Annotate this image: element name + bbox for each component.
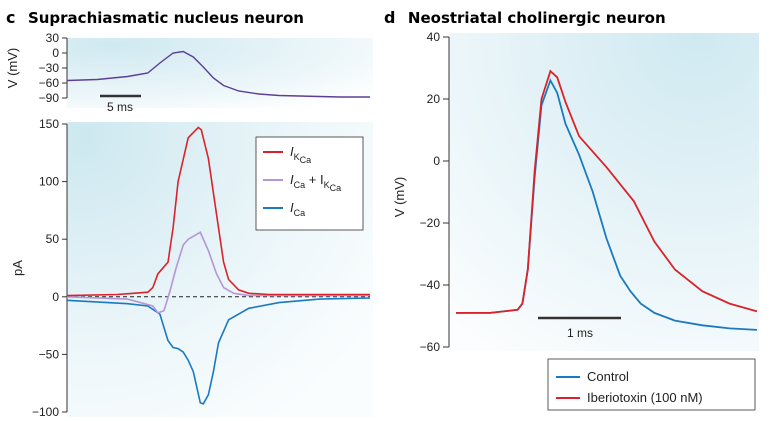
panel-d-letter: d bbox=[384, 8, 395, 27]
legend: Control Iberiotoxin (100 nM) bbox=[547, 358, 756, 411]
legend-label: Iberiotoxin (100 nM) bbox=[587, 390, 703, 405]
y-tick-label: 150 bbox=[39, 117, 59, 131]
panel-d-title: d Neostriatal cholinergic neuron bbox=[384, 8, 666, 27]
y-tick-label: −20 bbox=[420, 216, 441, 230]
panel-c-title-text: Suprachiasmatic nucleus neuron bbox=[28, 9, 304, 27]
chart-c-voltage: 300−30−60−90 V (mV) 5 ms bbox=[5, 31, 370, 114]
series-line bbox=[66, 126, 370, 297]
series-line bbox=[66, 297, 371, 405]
series-line bbox=[66, 50, 370, 98]
y-tick-label: −40 bbox=[420, 278, 441, 292]
chart-d-ap: 40 20 0 −20 −40 −60 V (mV) 1 ms Control Iberiotox… bbox=[392, 30, 758, 411]
series-line bbox=[456, 69, 758, 314]
y-axis-label: V (mV) bbox=[5, 48, 20, 88]
y-tick-label: 0 bbox=[52, 46, 59, 60]
y-tick-label: −60 bbox=[420, 340, 441, 354]
legend-label: Control bbox=[587, 369, 629, 384]
y-tick-label: 0 bbox=[52, 290, 59, 304]
chart-c-currents: 150 100 50 0 −50 −100 pA IKCa ICa + IKCa ICa bbox=[10, 117, 371, 419]
y-tick-label: −30 bbox=[39, 61, 60, 75]
y-tick-label: 40 bbox=[427, 30, 441, 44]
panel-c-letter: c bbox=[6, 8, 15, 27]
plot-d-bg bbox=[449, 33, 759, 351]
y-tick-label: 30 bbox=[46, 31, 60, 45]
y-tick-label: −50 bbox=[39, 347, 60, 361]
panel-d-title-text: Neostriatal cholinergic neuron bbox=[408, 9, 666, 27]
y-tick-label: 0 bbox=[433, 154, 440, 168]
legend-label: IKCa bbox=[290, 144, 311, 165]
legend: IKCa ICa + IKCa ICa bbox=[255, 136, 364, 231]
legend-box bbox=[547, 358, 756, 411]
scale-bar-label: 1 ms bbox=[567, 326, 593, 340]
y-tick-label: −100 bbox=[32, 405, 59, 419]
y-tick-label: −90 bbox=[39, 91, 60, 105]
y-tick-label: −60 bbox=[39, 76, 60, 90]
y-tick-label: 100 bbox=[39, 175, 59, 189]
legend-label: ICa + IKCa bbox=[290, 172, 341, 193]
y-axis-label: pA bbox=[10, 260, 25, 276]
scale-bar-label: 5 ms bbox=[107, 100, 133, 114]
series-line bbox=[66, 231, 370, 314]
y-axis-label: V (mV) bbox=[392, 177, 407, 217]
y-tick-label: 20 bbox=[427, 92, 441, 106]
panel-c-title: c Suprachiasmatic nucleus neuron bbox=[6, 8, 304, 27]
y-tick-label: 50 bbox=[46, 232, 60, 246]
legend-label: ICa bbox=[290, 200, 305, 218]
plot-c-voltage-bg bbox=[67, 38, 373, 108]
